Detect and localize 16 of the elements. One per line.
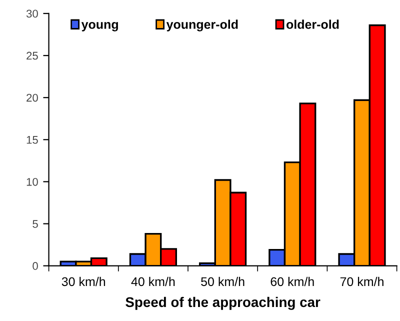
x-tick-label: 50 km/h — [201, 276, 244, 286]
x-tick-label: 60 km/h — [270, 276, 314, 286]
y-tick-label: 15 — [26, 136, 38, 144]
y-tick-label: 20 — [26, 94, 38, 102]
y-tick-label: 5 — [32, 220, 38, 228]
legend-label: older-old — [286, 20, 339, 29]
y-tick-label: 25 — [26, 52, 38, 60]
x-axis-title: Speed of the approaching car — [126, 296, 320, 310]
y-tick-label: 10 — [26, 178, 38, 186]
y-tick-label: 0 — [32, 262, 38, 270]
legend-label: younger-old — [166, 20, 238, 32]
y-tick-label: 30 — [26, 10, 38, 18]
x-tick-label: 70 km/h — [340, 276, 384, 286]
x-tick-label: 40 km/h — [131, 276, 175, 286]
legend-label: young — [81, 22, 118, 32]
x-tick-label: 30 km/h — [62, 276, 106, 286]
